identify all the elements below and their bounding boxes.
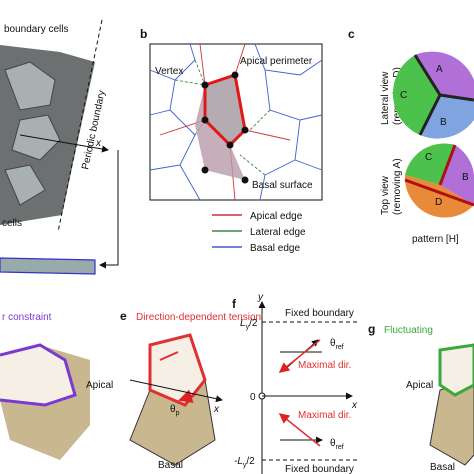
panel-c: c Lateral view (removing D) Top view (re…	[348, 27, 474, 245]
panel-letter: e	[120, 309, 127, 323]
angle: θref	[330, 338, 344, 351]
label: Basal	[158, 460, 183, 471]
label: Apical perimeter	[240, 56, 313, 67]
angle-symbol: θ	[330, 438, 336, 449]
cell-label: D	[435, 197, 442, 208]
cell-label: B	[462, 172, 469, 183]
x-axis	[19, 134, 109, 153]
cell-label: B	[440, 117, 447, 128]
vertex	[201, 116, 209, 124]
apical-net	[159, 43, 291, 201]
edges	[413, 54, 474, 136]
l-rest: /2	[249, 318, 258, 329]
panel-b: b Vertex Apical perimeter Basal surface	[140, 27, 323, 201]
panel-letter: b	[140, 27, 147, 41]
axis-label: x	[351, 400, 358, 411]
label: Maximal dir.	[298, 360, 351, 371]
label: Basal	[430, 462, 455, 473]
label: Basal surface	[252, 180, 313, 191]
vertex	[241, 176, 249, 184]
panel-letter: f	[232, 297, 237, 311]
panel-e: e Direction-dependent tension x Apical B…	[86, 309, 261, 471]
panel-letter: g	[368, 322, 375, 336]
basal-net	[149, 43, 323, 201]
title: Direction-dependent tension	[136, 312, 261, 323]
l: -L	[234, 456, 243, 467]
label: cells	[2, 218, 22, 229]
panel-d: r constraint	[0, 312, 90, 460]
angle-sub: p	[176, 410, 180, 417]
vertex	[226, 141, 234, 149]
edges	[404, 144, 474, 207]
angle-sub: ref	[336, 444, 344, 451]
label: Apical	[86, 380, 113, 391]
label: x	[95, 138, 102, 149]
cell-b	[420, 95, 474, 139]
angle-sub: ref	[336, 344, 344, 351]
l: L	[240, 318, 246, 329]
vertex	[231, 71, 239, 79]
panel-a: boundary cells Periodic boundary x cells	[0, 19, 119, 275]
legend-label: Lateral edge	[250, 227, 306, 238]
tissue-cells	[4, 61, 61, 206]
axis-label: x	[213, 404, 220, 415]
x-axis	[129, 379, 223, 403]
label: Vertex	[155, 66, 183, 77]
label: (removing A)	[392, 158, 403, 215]
tick-label: Ly/2	[240, 318, 258, 331]
label: pattern [H]	[412, 234, 459, 245]
label: Lateral view	[380, 71, 391, 125]
legend-label: Basal edge	[250, 243, 300, 254]
tick-label: 0	[250, 392, 256, 403]
vertices	[201, 71, 249, 184]
panel-letter: c	[348, 27, 355, 41]
vertex	[201, 166, 209, 174]
cell-label: C	[400, 90, 407, 101]
label: Top view	[380, 175, 391, 215]
panel-g: g Fluctuating Apical Basal	[368, 322, 474, 473]
periodic-line	[57, 19, 103, 233]
title: Fluctuating	[384, 325, 433, 336]
legend: Apical edge Lateral edge Basal edge	[212, 211, 306, 254]
title: r constraint	[2, 312, 52, 323]
apical-ring	[0, 343, 77, 407]
label: Apical	[406, 380, 433, 391]
max-dir-top	[280, 339, 321, 372]
apical-perimeter	[203, 73, 247, 148]
l-sub: y	[246, 324, 250, 331]
angle: θp	[170, 404, 180, 417]
label: Fixed boundary	[285, 308, 354, 319]
tension-arrows	[159, 351, 196, 400]
cell-label: A	[436, 64, 443, 75]
label: boundary cells	[4, 24, 68, 35]
axis-label: y	[257, 292, 264, 303]
tick-label: -Ly/2	[234, 456, 255, 469]
angle-symbol: θ	[330, 338, 336, 349]
cell-c	[392, 55, 440, 135]
vertex	[241, 126, 249, 134]
legend-label: Apical edge	[250, 211, 303, 222]
strip	[0, 257, 96, 275]
panel-f: f y Ly/2 -Ly/2 Fixed boundary Fixed boun…	[232, 292, 358, 474]
l-sub: y	[243, 462, 247, 469]
angle: θref	[330, 438, 344, 451]
l-rest: /2	[246, 456, 255, 467]
label: Maximal dir.	[298, 410, 351, 421]
vertex	[201, 81, 209, 89]
cell-label: C	[425, 152, 432, 163]
arrow	[99, 150, 119, 269]
apical-face	[438, 343, 474, 397]
label: Fixed boundary	[285, 464, 354, 474]
max-dir-bottom	[280, 414, 321, 447]
angle-symbol: θ	[170, 404, 176, 415]
lateral-net	[174, 59, 271, 176]
cell-a	[415, 51, 474, 100]
